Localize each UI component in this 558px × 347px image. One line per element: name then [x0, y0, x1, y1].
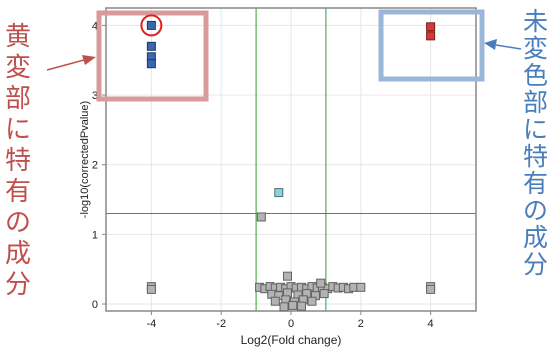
x-tick-label: -2 — [216, 318, 226, 330]
annotation-char: の — [5, 208, 32, 238]
left-arrow-line — [46, 59, 85, 71]
annotation-char: に — [5, 115, 32, 145]
data-point — [316, 278, 326, 288]
data-point — [288, 300, 298, 310]
annotation-right-label: 未変色部に特有の成分 — [523, 8, 548, 278]
y-tick-label: 3 — [92, 90, 98, 102]
x-axis-title: Log2(Fold change) — [241, 333, 342, 347]
annotation-char: 有 — [5, 177, 32, 207]
data-point — [426, 31, 436, 41]
data-point — [283, 271, 293, 281]
data-point — [274, 188, 284, 198]
x-tick-label: 0 — [288, 318, 294, 330]
annotation-char: 特 — [523, 142, 549, 171]
data-point — [270, 296, 280, 306]
annotation-char: の — [523, 196, 549, 225]
annotation-char: 未 — [523, 7, 549, 36]
annotation-char: 変 — [5, 53, 32, 83]
annotation-char: 色 — [523, 61, 549, 90]
annotation-char: 有 — [523, 169, 549, 198]
data-point — [146, 284, 156, 294]
right-highlight-box — [378, 9, 485, 82]
left-arrow-head — [82, 55, 96, 65]
y-tick-label: 4 — [92, 20, 98, 32]
data-point — [279, 302, 289, 312]
data-point — [307, 296, 317, 306]
right-arrow-line — [495, 44, 522, 50]
annotation-char: 分 — [523, 250, 549, 279]
data-point — [426, 22, 436, 32]
y-axis-title: -log10(correctedPvalue) — [79, 101, 91, 218]
y-tick-label: 1 — [92, 229, 98, 241]
data-point — [146, 41, 156, 51]
annotation-char: 部 — [5, 84, 32, 114]
data-point — [146, 59, 156, 69]
annotation-char: 黄 — [5, 22, 32, 52]
data-point — [356, 282, 366, 292]
y-tick-label: 2 — [92, 160, 98, 172]
data-point — [146, 20, 156, 30]
x-tick-label: -4 — [146, 318, 156, 330]
x-tick-label: 2 — [358, 318, 364, 330]
right-arrow-head — [484, 39, 497, 50]
annotation-char: 変 — [523, 34, 549, 63]
annotation-char: 特 — [5, 146, 32, 176]
data-point — [319, 289, 329, 299]
highlight-circle — [140, 14, 163, 37]
annotation-left-label: 黄変部に特有の成分 — [5, 22, 31, 301]
data-point — [256, 212, 266, 222]
annotation-char: 成 — [523, 223, 549, 252]
annotation-char: 成 — [5, 239, 32, 269]
annotation-char: に — [523, 115, 549, 144]
x-tick-label: 4 — [428, 318, 434, 330]
annotation-char: 分 — [5, 270, 32, 300]
annotation-char: 部 — [523, 88, 549, 117]
data-point — [426, 284, 436, 294]
left-highlight-box — [96, 10, 209, 102]
data-point — [296, 301, 306, 311]
y-tick-label: 0 — [92, 299, 98, 311]
